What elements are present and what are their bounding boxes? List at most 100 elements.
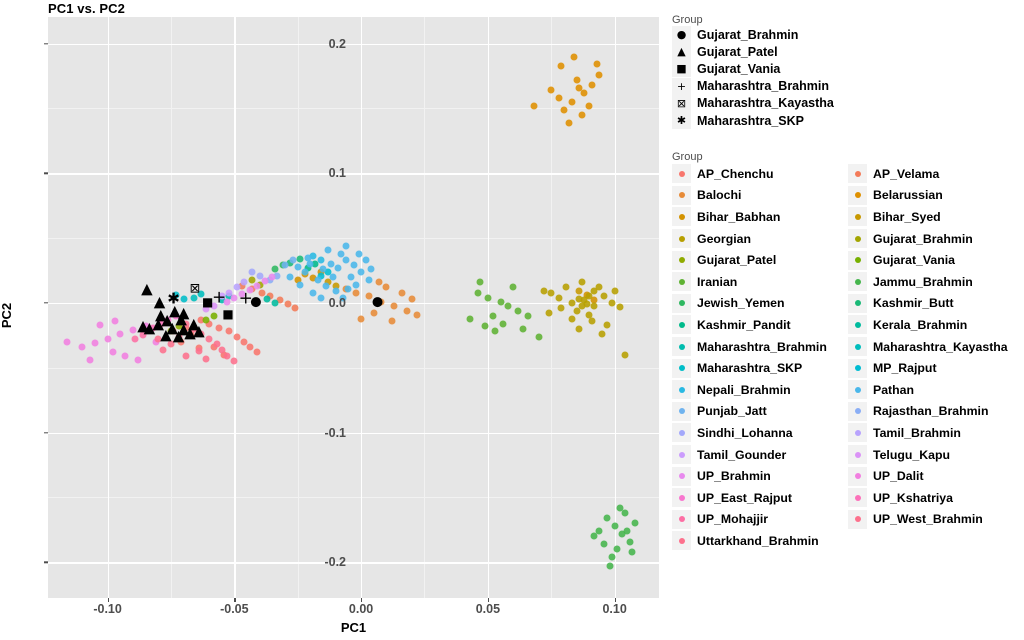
shape-legend-item[interactable]: ▲ Gujarat_Patel xyxy=(672,43,922,61)
y-axis-tick-mark xyxy=(44,302,48,304)
color-legend-item[interactable]: Tamil_Gounder xyxy=(672,444,848,466)
data-point xyxy=(555,94,563,102)
color-legend-item[interactable]: MP_Rajput xyxy=(848,357,1024,379)
data-point xyxy=(608,299,616,307)
data-point xyxy=(547,289,555,297)
color-legend-title: Group xyxy=(672,151,703,163)
x-axis-tick-label: 0.00 xyxy=(348,602,374,616)
color-swatch-icon xyxy=(672,185,691,205)
data-point xyxy=(568,299,576,307)
data-point xyxy=(484,294,492,302)
data-point xyxy=(370,309,378,317)
shape-legend-item[interactable]: + Maharashtra_Brahmin xyxy=(672,77,922,95)
color-dot xyxy=(854,473,861,480)
shape-marker-asterisk: ✱ xyxy=(167,289,180,308)
data-point xyxy=(142,322,150,330)
color-legend-item[interactable]: AP_Chenchu xyxy=(672,163,848,185)
color-dot xyxy=(678,343,685,350)
shape-legend-item[interactable]: ✱ Maharashtra_SKP xyxy=(672,112,922,130)
color-legend-item[interactable]: Kashmir_Pandit xyxy=(672,314,848,336)
color-swatch-icon xyxy=(672,445,691,465)
shape-legend-item[interactable]: ● Gujarat_Brahmin xyxy=(672,26,922,44)
shape-legend-item[interactable]: ■ Gujarat_Vania xyxy=(672,60,922,78)
color-dot xyxy=(678,494,685,501)
data-point xyxy=(573,76,581,84)
color-legend-item[interactable]: Pathan xyxy=(848,379,1024,401)
color-legend-item[interactable]: Uttarkhand_Brahmin xyxy=(672,530,848,552)
data-point xyxy=(562,283,570,291)
data-point xyxy=(273,272,281,280)
color-legend-item[interactable]: Gujarat_Vania xyxy=(848,249,1024,271)
color-legend-item[interactable]: Bihar_Babhan xyxy=(672,206,848,228)
data-point xyxy=(233,333,241,341)
color-legend-item[interactable]: Jammu_Brahmin xyxy=(848,271,1024,293)
color-legend-item[interactable]: Nepali_Brahmin xyxy=(672,379,848,401)
color-legend-item[interactable]: Maharashtra_Brahmin xyxy=(672,336,848,358)
shape-marker-triangle: ▲ xyxy=(152,314,165,333)
data-point xyxy=(355,250,363,258)
data-point xyxy=(481,322,489,330)
data-point xyxy=(621,509,629,517)
color-legend-item[interactable]: AP_Velama xyxy=(848,163,1024,185)
color-legend-item[interactable]: UP_East_Rajput xyxy=(672,487,848,509)
color-legend-item[interactable]: UP_Brahmin xyxy=(672,465,848,487)
data-point xyxy=(246,286,254,294)
color-legend-item[interactable]: Telugu_Kapu xyxy=(848,444,1024,466)
data-point xyxy=(568,98,576,106)
color-legend-item[interactable]: Iranian xyxy=(672,271,848,293)
color-legend-item[interactable]: Kashmir_Butt xyxy=(848,293,1024,315)
color-legend-item[interactable]: Gujarat_Brahmin xyxy=(848,228,1024,250)
data-point xyxy=(238,282,246,290)
color-legend-item[interactable]: Jewish_Yemen xyxy=(672,293,848,315)
color-legend-item[interactable]: Sindhi_Lohanna xyxy=(672,422,848,444)
color-legend-item[interactable]: Belarussian xyxy=(848,185,1024,207)
data-point xyxy=(294,263,302,271)
data-point xyxy=(590,296,598,304)
color-legend-item[interactable]: Gujarat_Patel xyxy=(672,249,848,271)
data-point xyxy=(540,287,548,295)
color-legend-item[interactable]: Rajasthan_Brahmin xyxy=(848,401,1024,423)
data-point xyxy=(390,302,398,310)
color-legend-item[interactable]: UP_Mohajjir xyxy=(672,509,848,531)
color-legend-item[interactable]: Maharashtra_SKP xyxy=(672,357,848,379)
color-legend-item-label: Bihar_Babhan xyxy=(697,209,781,224)
data-point xyxy=(626,538,634,546)
color-legend-item[interactable]: Kerala_Brahmin xyxy=(848,314,1024,336)
data-point xyxy=(545,309,553,317)
shape-marker-triangle: ▲ xyxy=(193,321,205,340)
color-dot xyxy=(854,494,861,501)
color-legend-item[interactable]: UP_Kshatriya xyxy=(848,487,1024,509)
gridline-major-vertical xyxy=(234,17,236,598)
data-point xyxy=(223,298,231,306)
data-point xyxy=(215,324,223,332)
shape-marker-triangle: ▲ xyxy=(166,318,178,337)
data-point xyxy=(230,294,238,302)
data-point xyxy=(616,504,624,512)
data-point xyxy=(175,322,183,330)
y-axis-tick-label: 0.2 xyxy=(328,36,346,51)
data-point xyxy=(225,327,233,335)
shape-marker-circle: ● xyxy=(371,294,384,310)
color-legend-item[interactable]: UP_Dalit xyxy=(848,465,1024,487)
color-legend-item[interactable]: Tamil_Brahmin xyxy=(848,422,1024,444)
data-point xyxy=(301,268,309,276)
color-legend-item[interactable]: Georgian xyxy=(672,228,848,250)
color-dot xyxy=(854,516,861,523)
color-swatch-icon xyxy=(848,272,867,292)
shape-legend-✱-icon: ✱ xyxy=(672,112,691,130)
gridline-major-horizontal xyxy=(48,173,659,175)
color-legend-item[interactable]: Punjab_Jatt xyxy=(672,401,848,423)
color-legend-item[interactable]: UP_West_Brahmin xyxy=(848,509,1024,531)
data-point xyxy=(116,330,124,338)
data-point xyxy=(603,514,611,522)
data-point xyxy=(238,290,246,298)
color-legend-item-label: Bihar_Syed xyxy=(873,209,941,224)
color-legend-item[interactable]: Maharashtra_Kayastha xyxy=(848,336,1024,358)
data-point xyxy=(319,265,327,273)
shape-legend-item[interactable]: ⊠ Maharashtra_Kayastha xyxy=(672,94,922,112)
color-legend-item[interactable]: Balochi xyxy=(672,185,848,207)
data-point xyxy=(197,290,205,298)
color-legend-item[interactable]: Bihar_Syed xyxy=(848,206,1024,228)
color-legend-item-label: Balochi xyxy=(697,188,742,203)
color-swatch-icon xyxy=(672,207,691,227)
